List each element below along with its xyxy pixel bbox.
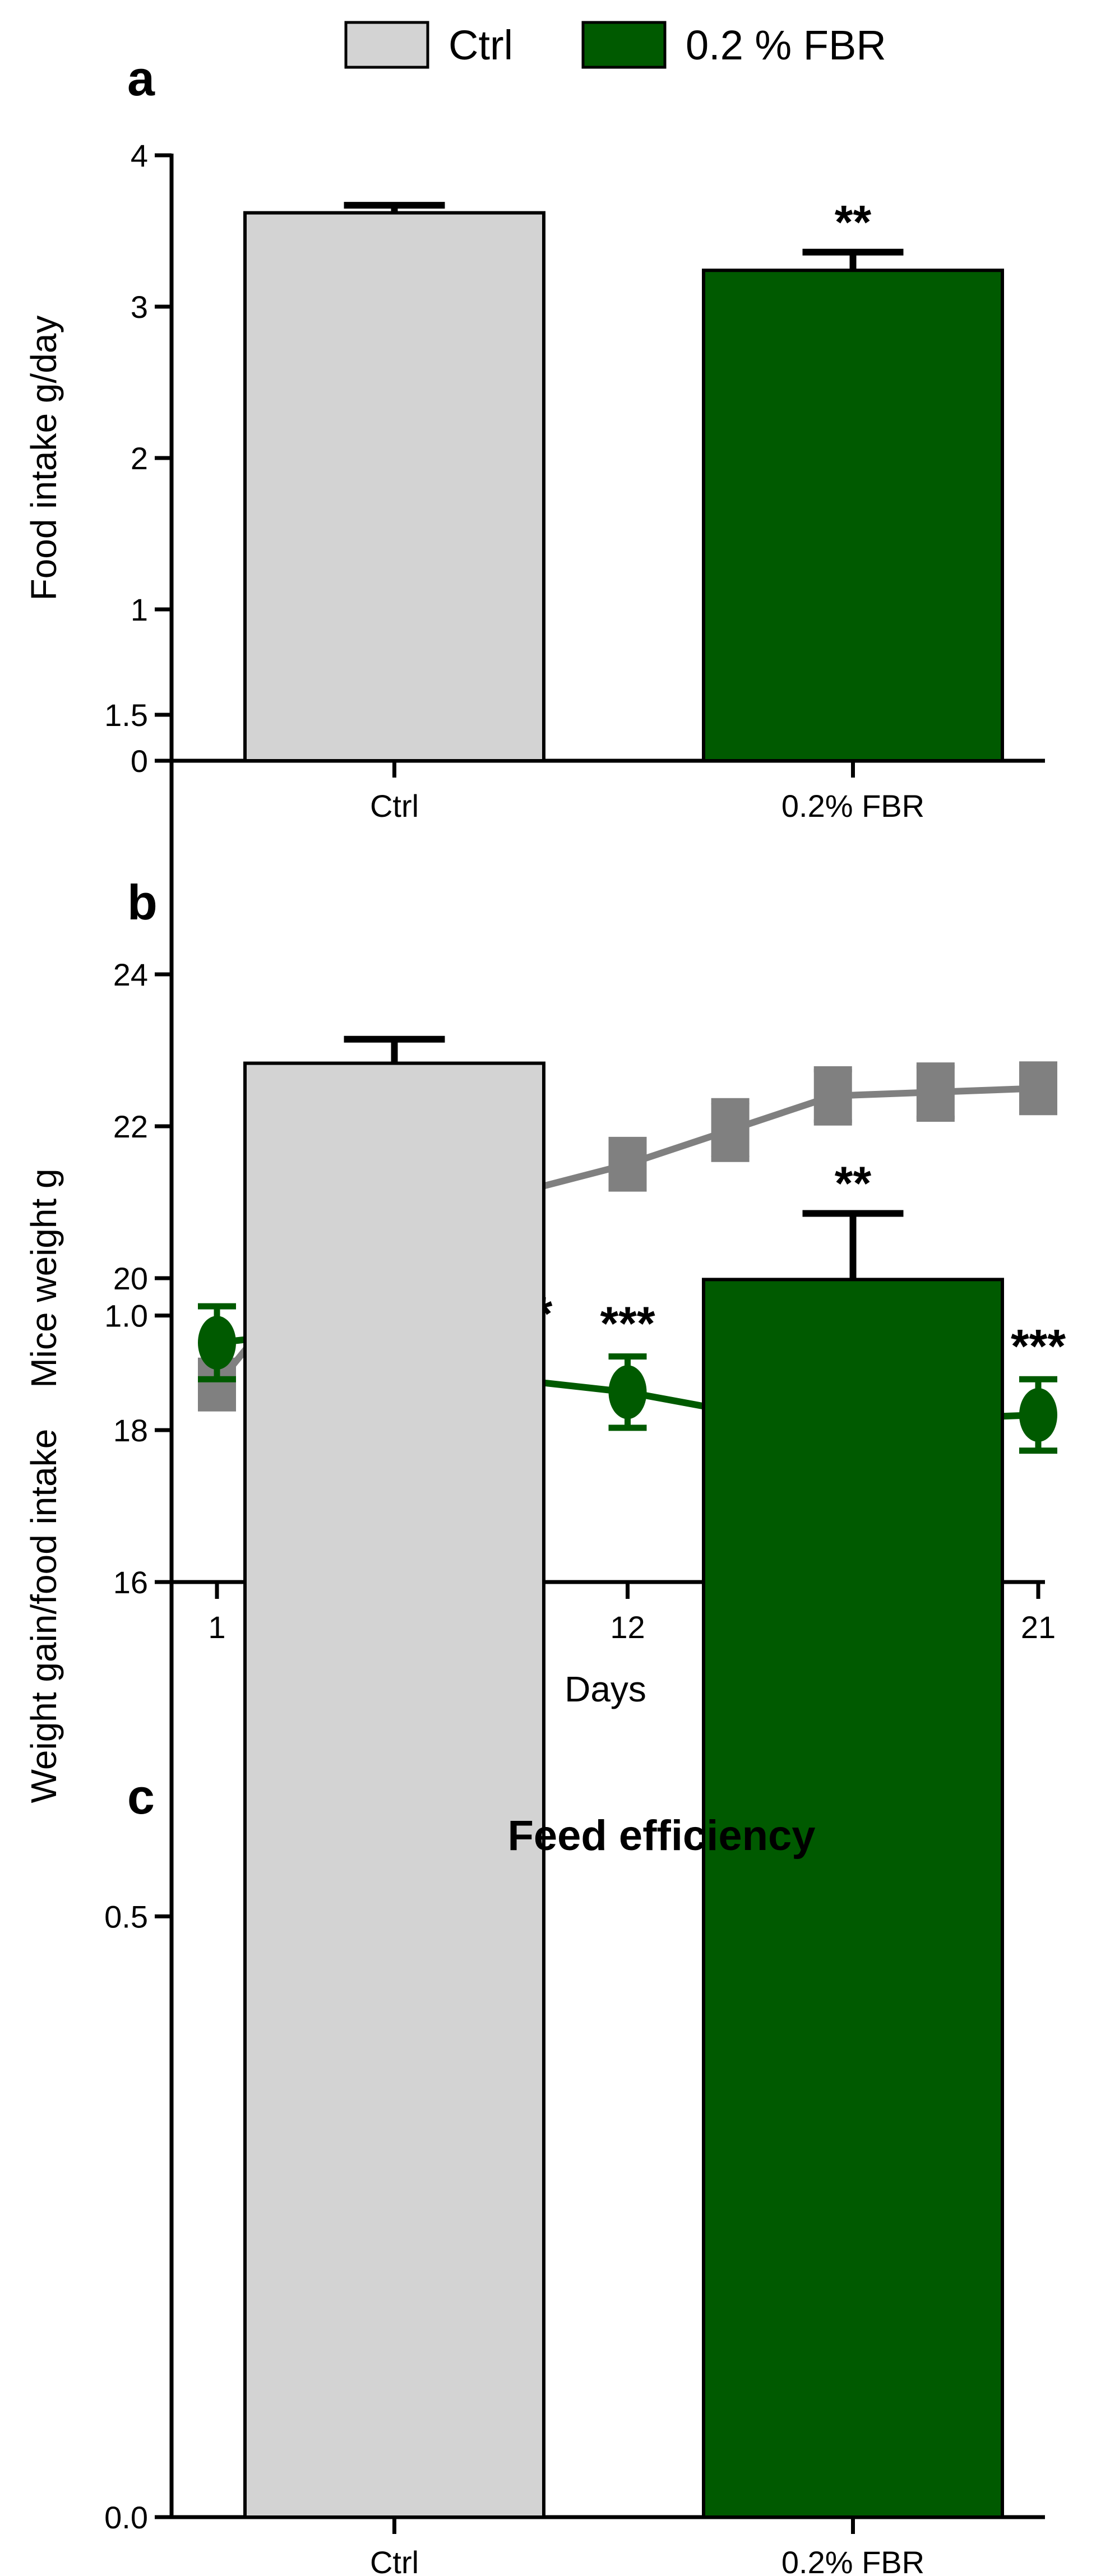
y-tick-label: 3 <box>131 289 148 325</box>
data-point-circle <box>1019 1388 1057 1442</box>
y-tick-label: 16 <box>113 1565 148 1600</box>
x-tick-label: Ctrl <box>370 2545 419 2576</box>
x-tick-label: 12 <box>610 1610 645 1645</box>
y-tick-label: 4 <box>131 138 148 173</box>
data-point-circle <box>198 1316 236 1370</box>
legend-label-fbr: 0.2 % FBR <box>686 22 886 68</box>
significance-marker: *** <box>600 1297 655 1350</box>
significance-marker: ** <box>835 1157 872 1209</box>
y-tick-label: 2 <box>131 441 148 476</box>
legend-swatch-ctrl <box>344 21 429 69</box>
significance-marker: ** <box>835 196 872 248</box>
x-tick-label: 0.2% FBR <box>781 2545 924 2576</box>
legend-swatch-fbr <box>581 21 667 69</box>
panel-letter: b <box>127 875 158 930</box>
y-tick-label: 1 <box>131 592 148 627</box>
x-tick-label: 21 <box>1021 1610 1056 1645</box>
data-point-square <box>813 1069 852 1123</box>
data-point-circle <box>608 1365 647 1419</box>
y-tick-label: 0.0 <box>104 2500 148 2535</box>
bar-ctrl <box>243 211 545 763</box>
bar-ctrl <box>243 1061 545 2519</box>
legend: Ctrl 0.2 % FBR <box>344 21 886 69</box>
y-tick-label: 24 <box>113 957 148 992</box>
data-point-square <box>608 1137 647 1191</box>
data-point-square <box>1019 1061 1057 1116</box>
bar-fbr <box>702 269 1004 762</box>
y-tick-label: 22 <box>113 1109 148 1144</box>
chart-title: Feed efficiency <box>507 1812 815 1860</box>
legend-label-ctrl: Ctrl <box>448 22 513 68</box>
panel-letter: a <box>127 50 155 106</box>
panel-c: 0.0 0.5 1.0 1.5 Weight gain/food intake c Ctrl… <box>24 697 1045 2576</box>
y-tick-label: 20 <box>113 1261 148 1296</box>
x-tick-label: 1 <box>208 1610 225 1645</box>
y-axis-label: Mice weight g <box>24 1168 64 1388</box>
panel-a: 0 1 2 3 4 Food intake g/day a Ctrl 0.2% FBR ** <box>24 50 1045 824</box>
y-tick-label: 0 <box>131 743 148 779</box>
y-tick-label: 1.0 <box>104 1298 148 1334</box>
data-point-square <box>916 1065 955 1120</box>
y-axis-label: Food intake g/day <box>24 316 64 601</box>
y-tick-label: 0.5 <box>104 1899 148 1934</box>
x-axis-label: Days <box>565 1669 646 1709</box>
panel-letter: c <box>127 1769 155 1824</box>
x-tick-label: 0.2% FBR <box>781 788 924 824</box>
bar-fbr <box>702 1278 1004 2519</box>
data-point-square <box>711 1103 750 1157</box>
x-tick-label: Ctrl <box>370 788 419 824</box>
y-axis-label: Weight gain/food intake <box>24 1429 64 1803</box>
significance-marker: *** <box>1011 1320 1066 1372</box>
y-tick-label: 1.5 <box>104 697 148 733</box>
y-tick-label: 18 <box>113 1413 148 1448</box>
